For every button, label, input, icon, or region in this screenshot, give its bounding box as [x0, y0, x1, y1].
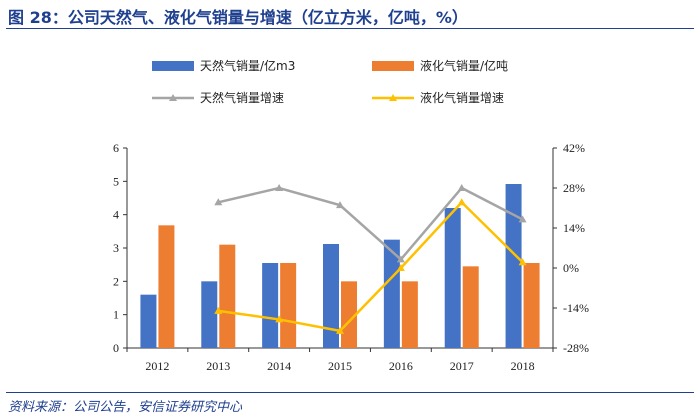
lpg-growth-point — [275, 315, 284, 323]
left-axis-tick-label: 3 — [113, 241, 119, 255]
lpg-growth-point — [396, 264, 405, 271]
natural-gas-growth-point — [518, 215, 527, 223]
natural-gas-growth-point — [275, 184, 284, 191]
lpg-bar — [341, 281, 357, 348]
lpg-bar — [401, 281, 418, 348]
lpg-growth-point — [336, 326, 344, 334]
lpg-bar — [158, 225, 175, 348]
legend-label: 天然气销量增速 — [200, 90, 284, 105]
natural-gas-growth-line — [218, 186, 524, 262]
x-axis-tick-label: 2012 — [145, 359, 169, 373]
lpg-bar — [280, 263, 297, 348]
x-axis-tick-label: 2015 — [328, 359, 352, 373]
bar-series — [140, 184, 540, 348]
source-note: 资料来源：公司公告，安信证券研究中心 — [8, 400, 243, 415]
right-axis-tick-label: 42% — [563, 141, 585, 155]
x-axis-tick-label: 2018 — [511, 359, 535, 373]
natural-gas-bar — [383, 239, 400, 348]
lpg-bar — [523, 263, 540, 348]
natural-gas-bar — [444, 208, 461, 348]
lpg-growth-point — [214, 306, 223, 314]
right-axis-tick-label: 14% — [563, 221, 585, 235]
natural-gas-bar — [323, 244, 339, 348]
x-axis-tick-label: 2013 — [206, 359, 230, 373]
natural-gas-bar — [201, 281, 218, 348]
legend-label: 液化气销量增速 — [420, 90, 504, 105]
left-axis-tick-label: 6 — [113, 141, 119, 155]
x-axis-tick-label: 2017 — [450, 359, 474, 373]
line-series — [214, 184, 527, 334]
natural-gas-growth-point — [214, 198, 223, 206]
lpg-growth-point — [518, 258, 527, 266]
lpg-bar — [462, 266, 479, 348]
natural-gas-bar — [262, 263, 279, 348]
natural-gas-growth-point — [336, 201, 344, 209]
x-axis-tick-label: 2014 — [267, 359, 291, 373]
natural-gas-growth-point — [457, 184, 466, 191]
natural-gas-growth-point — [396, 255, 405, 263]
right-axis-tick-label: -14% — [563, 301, 589, 315]
left-axis-tick-label: 5 — [113, 174, 119, 188]
legend-swatch-natural-gas — [152, 61, 194, 71]
natural-gas-bar — [505, 184, 522, 348]
left-axis-tick-label: 1 — [113, 308, 119, 322]
legend-triangle-marker — [169, 94, 177, 101]
footer-rule — [6, 392, 694, 393]
lpg-growth-point — [457, 198, 466, 206]
x-axis-tick-label: 2016 — [389, 359, 413, 373]
title-rule — [6, 28, 694, 29]
left-axis-tick-label: 2 — [113, 274, 119, 288]
legend-triangle-marker — [389, 94, 397, 101]
figure-title: 图 28：公司天然气、液化气销量与增速（亿立方米，亿吨，%） — [8, 8, 468, 27]
legend-swatch-lpg — [372, 61, 414, 71]
left-axis-tick-label: 0 — [113, 341, 119, 355]
axes: 0 1 2 3 4 5 6 -28% -14% 0% 14% 28% 42% 2012 2013 2014 20… — [113, 141, 589, 373]
legend-label: 天然气销量/亿m3 — [200, 58, 295, 73]
natural-gas-bar — [140, 294, 157, 348]
left-axis-tick-label: 4 — [113, 208, 119, 222]
right-axis-tick-label: 0% — [563, 261, 579, 275]
legend-label: 液化气销量/亿吨 — [420, 58, 508, 73]
right-axis-tick-label: -28% — [563, 341, 589, 355]
lpg-growth-line — [218, 200, 524, 333]
right-axis-tick-label: 28% — [563, 181, 585, 195]
lpg-bar — [219, 244, 236, 348]
